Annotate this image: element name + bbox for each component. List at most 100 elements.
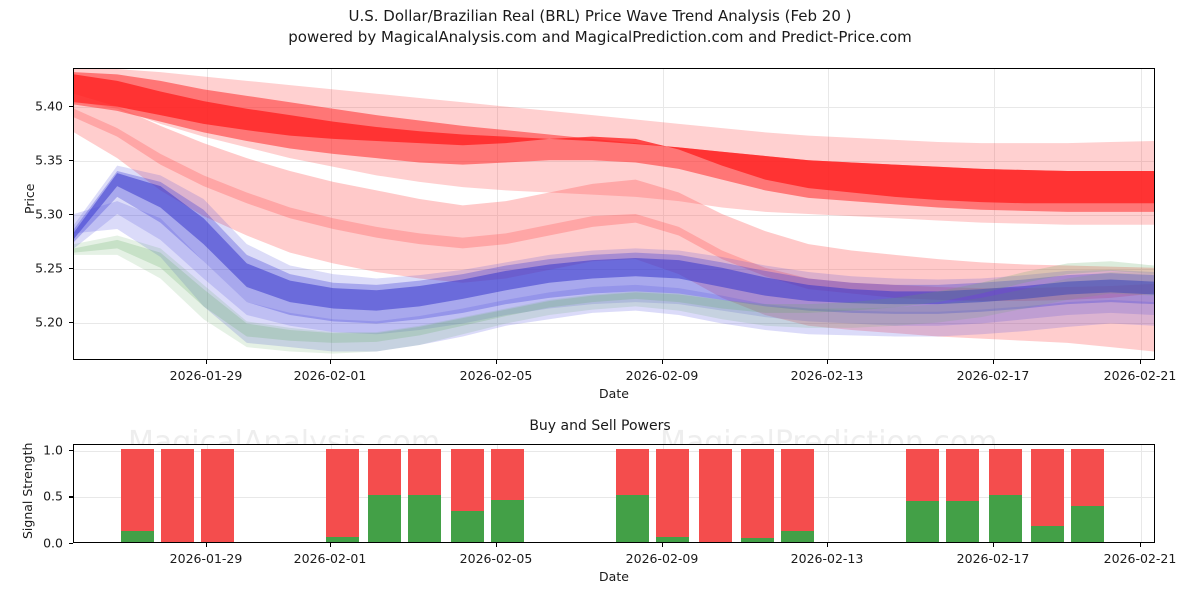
signal-bar[interactable] [616, 448, 649, 542]
page-subtitle: powered by MagicalAnalysis.com and Magic… [288, 28, 912, 46]
x-tick-mark [827, 543, 829, 547]
x-tick-label: 2026-02-09 [625, 368, 699, 383]
y-tick-mark [69, 543, 73, 545]
gridline-vertical [331, 69, 332, 359]
sell-power-segment [946, 448, 979, 501]
buy-power-segment [946, 500, 979, 542]
x-tick-label: 2026-02-05 [459, 368, 533, 383]
x-tick-mark [330, 543, 332, 547]
gridline-vertical [207, 69, 208, 359]
y-tick-label: 0.5 [43, 488, 63, 504]
signal-bar[interactable] [201, 448, 234, 542]
sell-power-segment [906, 448, 939, 501]
signal-bar[interactable] [121, 448, 154, 542]
sell-power-segment [1031, 448, 1064, 527]
sell-power-segment [201, 448, 234, 542]
x-tick-mark [496, 543, 498, 547]
signal-bar[interactable] [326, 448, 359, 542]
signal-bar[interactable] [408, 448, 441, 542]
y-tick-mark [69, 496, 73, 498]
gridline-vertical [828, 445, 829, 542]
x-tick-label: 2026-02-01 [293, 551, 367, 566]
y-tick-mark [69, 214, 73, 216]
x-tick-mark [662, 543, 664, 547]
gridline-horizontal [74, 497, 1154, 499]
sell-power-segment [741, 448, 774, 539]
gridline-horizontal [74, 450, 1154, 452]
buy-power-segment [781, 530, 814, 542]
price-band-blue-mid [74, 170, 1154, 324]
x-tick-mark [662, 360, 664, 364]
price-band-blue-lower-wide [74, 201, 1154, 352]
sell-power-segment [451, 448, 484, 512]
chart-title-block: U.S. Dollar/Brazilian Real (BRL) Price W… [0, 6, 1200, 48]
gridline-vertical [1141, 69, 1142, 359]
signal-bar[interactable] [451, 448, 484, 542]
x-tick-label: 2026-02-05 [459, 551, 533, 566]
buy-power-segment [491, 499, 524, 542]
buy-power-segment [1031, 526, 1064, 542]
y-tick-mark [69, 105, 73, 108]
signal-bar[interactable] [656, 448, 689, 542]
x-tick-label: 2026-02-13 [790, 551, 864, 566]
signal-bar[interactable] [368, 448, 401, 542]
page-title: U.S. Dollar/Brazilian Real (BRL) Price W… [348, 7, 852, 25]
y-tick-label: 5.20 [35, 314, 63, 330]
x-tick-label: 2026-02-09 [625, 551, 699, 566]
gridline-horizontal [74, 323, 1154, 325]
x-tick-mark [206, 543, 208, 547]
signal-bar[interactable] [161, 448, 194, 542]
x-tick-mark [496, 360, 498, 364]
gridline-horizontal [74, 160, 1154, 162]
signal-bar[interactable] [1071, 448, 1104, 542]
buy-power-segment [1071, 505, 1104, 542]
x-tick-mark [206, 360, 208, 364]
x-tick-label: 2026-02-13 [790, 368, 864, 383]
signal-y-axis-title: Signal Strength [20, 442, 35, 539]
signal-bar[interactable] [781, 448, 814, 542]
y-tick-label: 1.0 [43, 442, 63, 458]
sell-power-segment [368, 448, 401, 496]
signal-bar[interactable] [906, 448, 939, 542]
x-tick-label: 2026-01-29 [169, 551, 243, 566]
x-tick-label: 2026-01-29 [169, 368, 243, 383]
x-tick-mark [993, 360, 995, 364]
buy-power-segment [326, 537, 359, 542]
y-tick-label: 5.25 [35, 260, 63, 276]
sell-power-segment [616, 448, 649, 496]
price-band-series [74, 69, 1154, 354]
signal-bar[interactable] [989, 448, 1022, 542]
y-tick-mark [69, 159, 73, 162]
sell-power-segment [121, 448, 154, 531]
buy-power-segment [616, 495, 649, 542]
price-band-red-bright-core [74, 74, 1154, 204]
signal-bar[interactable] [741, 448, 774, 542]
signal-bar[interactable] [946, 448, 979, 542]
x-tick-label: 2026-02-01 [293, 368, 367, 383]
sell-power-segment [989, 448, 1022, 496]
signal-bar[interactable] [491, 448, 524, 542]
sell-power-segment [1071, 448, 1104, 506]
signal-bar[interactable] [1031, 448, 1064, 542]
sell-power-segment [491, 448, 524, 500]
sell-power-segment [326, 448, 359, 538]
x-tick-label: 2026-02-21 [1103, 368, 1177, 383]
price-band-red-tail-band [74, 108, 1154, 352]
x-tick-mark [993, 543, 995, 547]
main-x-axis-title: Date [599, 386, 629, 401]
y-tick-label: 5.35 [35, 152, 63, 168]
y-tick-label: 5.40 [35, 98, 63, 114]
buy-power-segment [451, 511, 484, 542]
x-tick-mark [1140, 360, 1142, 364]
buy-power-segment [121, 530, 154, 542]
signal-bar[interactable] [699, 448, 732, 542]
buy-power-segment [741, 538, 774, 542]
y-tick-mark [69, 449, 73, 451]
gridline-vertical [994, 69, 995, 359]
x-tick-mark [827, 360, 829, 364]
gridline-vertical [1141, 445, 1142, 542]
buy-sell-powers-plot [73, 444, 1155, 543]
x-tick-label: 2026-02-17 [956, 368, 1030, 383]
gridline-vertical [663, 69, 664, 359]
